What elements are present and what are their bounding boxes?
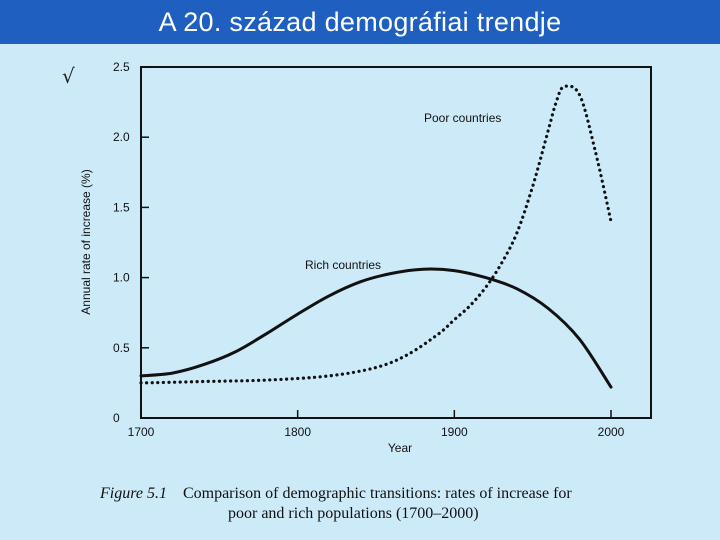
- caption-line-1: Comparison of demographic transitions: r…: [182, 485, 572, 502]
- x-axis: 1700 1800 1900 2000: [128, 410, 625, 439]
- plot-frame: [140, 66, 652, 419]
- x-tick-label: 1900: [441, 425, 468, 439]
- slide-title: A 20. század demográfiai trendje: [158, 6, 562, 37]
- y-tick-label: 1.5: [113, 200, 130, 214]
- series-line-poor: [139, 84, 613, 385]
- y-tick-label: 2.0: [113, 130, 130, 144]
- y-tick-label: 1.0: [113, 271, 130, 285]
- y-tick-label: 0: [113, 411, 120, 425]
- figure-caption: Figure 5.1 Comparison of demographic tran…: [100, 484, 660, 524]
- caption-line-2: poor and rich populations (1700–2000): [228, 505, 479, 522]
- series-label-rich: Rich countries: [305, 258, 381, 272]
- series-group: [139, 84, 613, 389]
- x-axis-label: Year: [388, 441, 412, 455]
- y-tick-label: 2.5: [113, 60, 130, 74]
- figure-number: Figure 5.1: [100, 485, 167, 502]
- x-tick-label: 2000: [598, 425, 625, 439]
- slide-title-bar: A 20. század demográfiai trendje: [0, 0, 720, 44]
- x-tick-label: 1700: [128, 425, 155, 439]
- series-label-poor: Poor countries: [424, 111, 501, 125]
- y-axis: 0 0.5 1.0 1.5 2.0 2.5: [113, 60, 149, 425]
- series-line-rich: [139, 267, 613, 389]
- x-tick-label: 1800: [284, 425, 311, 439]
- checkmark-icon: √: [62, 64, 75, 88]
- y-axis-label: Annual rate of increase (%): [79, 169, 93, 314]
- y-tick-label: 0.5: [113, 341, 130, 355]
